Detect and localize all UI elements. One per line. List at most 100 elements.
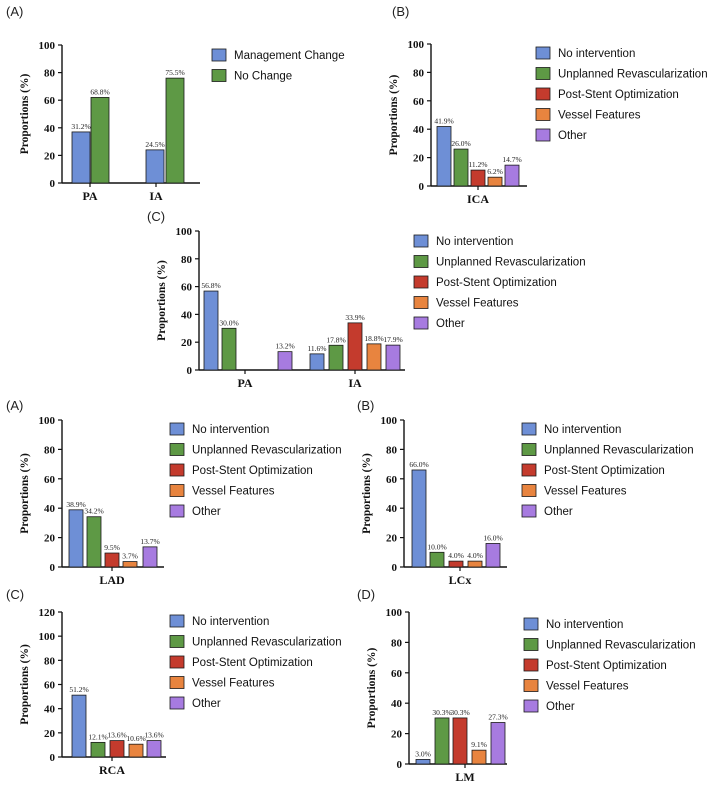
y-tick-label: 80: [44, 444, 56, 456]
bar: [415, 759, 431, 765]
bar: [328, 344, 344, 371]
data-label: 26.0%: [451, 139, 470, 148]
data-label: 13.7%: [140, 537, 159, 546]
bar: [104, 552, 120, 568]
y-tick-label: 20: [44, 533, 56, 545]
y-tick-label: 40: [391, 698, 403, 710]
legend-swatch: [521, 422, 537, 436]
bar: [90, 741, 106, 758]
y-axis-label: Proportions (%): [156, 260, 168, 341]
data-label: 9.5%: [104, 543, 120, 552]
x-tick-label: LAD: [99, 573, 125, 587]
chart-panel-a2: (A) Proportions (%) 0 20 40 60 80 100 38.9%34.2%…: [6, 398, 342, 587]
legend-swatch: [413, 234, 429, 248]
data-label: 14.7%: [502, 155, 521, 164]
y-tick-label: 0: [50, 178, 56, 190]
legend-entry: Other: [192, 698, 221, 710]
data-label: 17.9%: [383, 335, 402, 344]
legend-swatch: [521, 484, 537, 497]
legend-swatch: [211, 48, 227, 62]
y-tick-label: 40: [44, 503, 56, 515]
y-tick-label: 20: [413, 153, 425, 165]
legend-swatch: [169, 443, 185, 456]
data-label: 13.2%: [275, 342, 294, 351]
bar: [145, 149, 165, 184]
y-tick-label: 60: [44, 95, 56, 107]
legend-swatch: [521, 504, 537, 518]
bar: [434, 717, 450, 765]
legend-entry: Vessel Features: [192, 678, 275, 690]
legend-swatch: [169, 635, 185, 648]
bar: [504, 164, 520, 187]
bar: [470, 169, 486, 187]
legend-entry: Other: [192, 506, 221, 518]
legend-swatch: [521, 463, 537, 477]
legend-entry: No intervention: [544, 424, 621, 436]
data-label: 13.6%: [144, 731, 163, 740]
data-label: 56.8%: [201, 281, 220, 290]
data-label: 3.0%: [415, 749, 431, 758]
legend: No intervention Unplanned Revascularizati…: [535, 46, 708, 142]
bar: [221, 327, 237, 371]
panel-label: (C): [6, 587, 24, 602]
y-axis-label: Proportions (%): [19, 453, 31, 534]
panel-label: (B): [392, 4, 409, 19]
bar: [429, 551, 445, 568]
bar: [277, 351, 293, 371]
legend: No intervention Unplanned Revascularizati…: [413, 234, 586, 330]
y-tick-label: 120: [39, 607, 56, 619]
legend-entry: No Change: [234, 71, 292, 83]
x-tick-label: LM: [455, 770, 474, 784]
y-tick-label: 60: [413, 96, 425, 108]
data-label: 10.0%: [427, 542, 446, 551]
y-tick-label: 60: [44, 474, 56, 486]
legend-entry: Post-Stent Optimization: [436, 277, 557, 289]
x-tick-label: RCA: [99, 763, 125, 777]
data-label: 51.2%: [69, 685, 88, 694]
y-tick-label: 100: [381, 415, 398, 427]
x-tick-label: IA: [348, 376, 362, 390]
legend-swatch: [535, 46, 551, 60]
y-tick-label: 0: [397, 759, 403, 771]
data-label: 34.2%: [84, 507, 103, 516]
legend-swatch: [413, 275, 429, 289]
legend: Management Change No Change: [211, 48, 345, 83]
bar: [452, 717, 468, 765]
data-label: 27.3%: [488, 713, 507, 722]
y-tick-label: 20: [386, 533, 398, 545]
legend-swatch: [521, 443, 537, 456]
legend-swatch: [413, 296, 429, 309]
bar: [71, 131, 91, 184]
y-tick-label: 80: [44, 68, 56, 80]
legend-swatch: [169, 463, 185, 477]
y-tick-label: 80: [44, 655, 56, 667]
bar: [487, 176, 503, 187]
bar: [86, 516, 102, 568]
data-label: 4.0%: [467, 551, 483, 560]
data-label: 68.8%: [90, 87, 109, 96]
legend-swatch: [523, 679, 539, 692]
y-tick-label: 60: [386, 474, 398, 486]
bar: [109, 740, 125, 758]
y-tick-label: 40: [413, 124, 425, 136]
bar: [68, 509, 84, 568]
panel-label: (A): [6, 398, 23, 413]
legend-entry: Other: [544, 506, 573, 518]
bar: [485, 543, 501, 568]
legend-entry: No intervention: [192, 424, 269, 436]
data-label: 41.9%: [434, 117, 453, 126]
bar: [448, 560, 464, 568]
legend-entry: Post-Stent Optimization: [558, 89, 679, 101]
x-tick-label: ICA: [467, 192, 489, 206]
bar: [347, 322, 363, 371]
legend-entry: Post-Stent Optimization: [546, 660, 667, 672]
legend-entry: Unplanned Revascularization: [436, 257, 586, 269]
y-tick-label: 0: [50, 752, 56, 764]
legend-swatch: [413, 316, 429, 330]
panel-label: (D): [357, 587, 375, 602]
bar: [309, 353, 325, 371]
bar: [385, 344, 401, 371]
bar: [436, 126, 452, 187]
legend-swatch: [169, 676, 185, 689]
legend-entry: Other: [436, 318, 465, 330]
